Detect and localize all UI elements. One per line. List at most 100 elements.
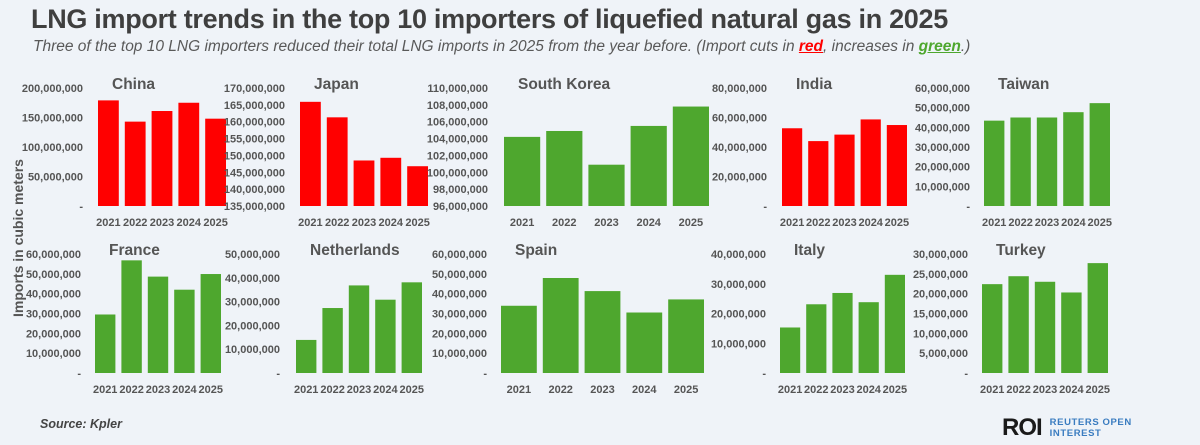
netherlands-panel-title: Netherlands — [310, 242, 400, 259]
india-tick-label: - — [763, 201, 767, 213]
japan-year-label: 2023 — [352, 217, 376, 229]
italy-year-label: 2023 — [830, 384, 854, 396]
japan-panel-title: Japan — [314, 76, 359, 93]
japan-tick-label: 135,000,000 — [224, 201, 285, 213]
south-korea-year-label: 2025 — [679, 217, 703, 229]
china-year-label: 2022 — [123, 217, 147, 229]
south-korea-tick-label: 104,000,000 — [427, 134, 488, 146]
italy-bar-2022 — [806, 304, 827, 373]
turkey-tick-label: - — [964, 368, 968, 380]
china-bar-2024 — [178, 102, 200, 206]
china-tick-label: 200,000,000 — [22, 83, 83, 95]
south-korea-tick-label: 96,000,000 — [433, 201, 488, 213]
france-tick-label: 50,000,000 — [26, 269, 81, 281]
japan-tick-label: 160,000,000 — [224, 117, 285, 129]
netherlands-year-label: 2022 — [320, 384, 344, 396]
india-bar-2023 — [834, 134, 855, 206]
south-korea-bar-2021 — [504, 136, 541, 206]
south-korea-tick-label: 110,000,000 — [427, 83, 488, 95]
taiwan-bar-2025 — [1089, 103, 1110, 206]
taiwan-panel-title: Taiwan — [998, 76, 1049, 93]
india-year-label: 2023 — [832, 217, 856, 229]
south-korea-tick-label: 98,000,000 — [433, 184, 488, 196]
taiwan-tick-label: 60,000,000 — [915, 83, 970, 95]
china-bar-2025 — [205, 118, 226, 206]
china-bar-2023 — [151, 111, 173, 206]
turkey-tick-label: 15,000,000 — [913, 309, 968, 321]
spain-tick-label: 40,000,000 — [432, 289, 487, 301]
france-year-label: 2021 — [93, 384, 117, 396]
logo-text: REUTERS OPEN INTEREST — [1049, 417, 1132, 439]
taiwan-tick-label: - — [966, 201, 970, 213]
italy-year-label: 2021 — [778, 384, 802, 396]
italy-bar-2023 — [832, 292, 853, 373]
india-bar-2022 — [808, 141, 829, 206]
netherlands-bar-2025 — [401, 282, 422, 373]
south-korea-panel-title: South Korea — [518, 76, 611, 93]
south-korea-tick-label: 100,000,000 — [427, 167, 488, 179]
spain-bar-2023 — [584, 291, 621, 373]
taiwan-tick-label: 50,000,000 — [915, 103, 970, 115]
france-year-label: 2022 — [119, 384, 143, 396]
france-tick-label: 30,000,000 — [26, 309, 81, 321]
spain-year-label: 2024 — [632, 384, 657, 396]
south-korea-year-label: 2023 — [594, 217, 618, 229]
china-year-label: 2023 — [150, 217, 174, 229]
france-tick-label: - — [77, 368, 81, 380]
subtitle-text-middle: , increases in — [823, 38, 919, 55]
netherlands-tick-label: 30,000,000 — [225, 297, 280, 309]
spain-panel-title: Spain — [515, 242, 557, 259]
netherlands-tick-label: 10,000,000 — [225, 344, 280, 356]
turkey-tick-label: 20,000,000 — [913, 289, 968, 301]
italy-tick-label: - — [762, 368, 766, 380]
france-year-label: 2023 — [146, 384, 170, 396]
taiwan-tick-label: 20,000,000 — [915, 162, 970, 174]
turkey-year-label: 2023 — [1033, 384, 1057, 396]
italy-tick-label: 10,000,000 — [711, 338, 766, 350]
south-korea-tick-label: 102,000,000 — [427, 150, 488, 162]
japan-bar-2022 — [326, 117, 348, 206]
subtitle-green-word: green — [918, 38, 961, 55]
spain-year-label: 2025 — [674, 384, 698, 396]
spain-bar-2024 — [626, 312, 663, 373]
netherlands-bar-2021 — [296, 339, 317, 373]
italy-year-label: 2022 — [804, 384, 828, 396]
france-tick-label: 60,000,000 — [26, 249, 81, 261]
spain-tick-label: 60,000,000 — [432, 249, 487, 261]
japan-bar-2023 — [353, 160, 375, 206]
netherlands-bar-2024 — [375, 299, 396, 373]
netherlands-tick-label: 50,000,000 — [225, 249, 280, 261]
china-bar-2022 — [124, 121, 146, 206]
turkey-tick-label: 30,000,000 — [913, 249, 968, 261]
china-panel-title: China — [112, 76, 155, 93]
spain-tick-label: - — [483, 368, 487, 380]
spain-year-label: 2022 — [548, 384, 572, 396]
india-tick-label: 20,000,000 — [712, 172, 767, 184]
subtitle-text: Three of the top 10 LNG importers reduce… — [33, 38, 799, 55]
france-panel-title: France — [109, 242, 160, 259]
japan-year-label: 2022 — [325, 217, 349, 229]
japan-bar-2021 — [300, 101, 321, 206]
chart-title: LNG import trends in the top 10 importer… — [31, 4, 948, 34]
turkey-tick-label: 5,000,000 — [919, 348, 968, 360]
subtitle-red-word: red — [798, 38, 824, 55]
italy-year-label: 2025 — [883, 384, 907, 396]
roi-logo: ROI REUTERS OPEN INTEREST — [1002, 414, 1140, 442]
taiwan-year-label: 2022 — [1008, 217, 1032, 229]
turkey-tick-label: 25,000,000 — [913, 269, 968, 281]
south-korea-bar-2023 — [588, 164, 625, 206]
italy-year-label: 2024 — [856, 384, 881, 396]
japan-tick-label: 165,000,000 — [224, 100, 285, 112]
spain-bar-2021 — [501, 305, 537, 373]
india-year-label: 2021 — [780, 217, 804, 229]
india-tick-label: 60,000,000 — [712, 113, 767, 125]
turkey-bar-2022 — [1008, 276, 1029, 373]
india-year-label: 2022 — [806, 217, 830, 229]
netherlands-year-label: 2024 — [373, 384, 398, 396]
italy-panel-title: Italy — [794, 242, 825, 259]
france-year-label: 2025 — [199, 384, 223, 396]
india-panel-title: India — [796, 76, 833, 93]
taiwan-tick-label: 30,000,000 — [915, 142, 970, 154]
india-bar-2021 — [782, 128, 803, 206]
